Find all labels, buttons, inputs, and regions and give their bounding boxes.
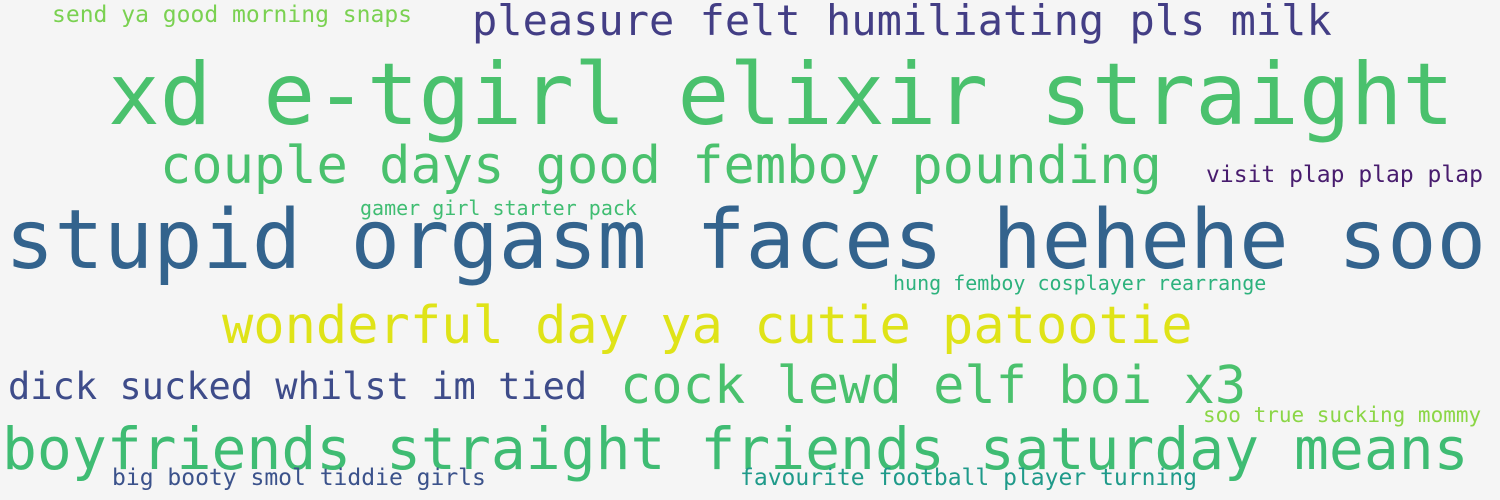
cloud-word-elixir: xd e-tgirl elixir straight [108,45,1455,145]
cloud-word-couple-days: couple days good femboy pounding [160,136,1162,196]
cloud-word-soo-true: soo true sucking mommy [1203,403,1482,427]
cloud-word-stupid-faces: stupid orgasm faces hehehe soo [5,193,1487,288]
cloud-word-wonderful-day: wonderful day ya cutie patootie [222,296,1193,356]
cloud-word-hung-cosplayer: hung femboy cosplayer rearrange [893,271,1267,295]
cloud-word-visit-plap: visit plap plap plap [1206,162,1483,188]
cloud-word-whilst-tied: dick sucked whilst im tied [8,365,588,408]
cloud-word-pleasure: pleasure felt humiliating pls milk [472,0,1332,45]
cloud-word-elf-boi: cock lewd elf boi x3 [620,356,1247,416]
cloud-word-morning-snaps: send ya good morning snaps [52,2,413,28]
cloud-word-gamer-girl: gamer girl starter pack [360,196,637,220]
cloud-word-football-player: favourite football player turning [740,465,1197,491]
cloud-word-boyfriends: boyfriends straight friends saturday mea… [2,415,1469,483]
cloud-word-big-booty: big booty smol tiddie girls [112,465,486,491]
